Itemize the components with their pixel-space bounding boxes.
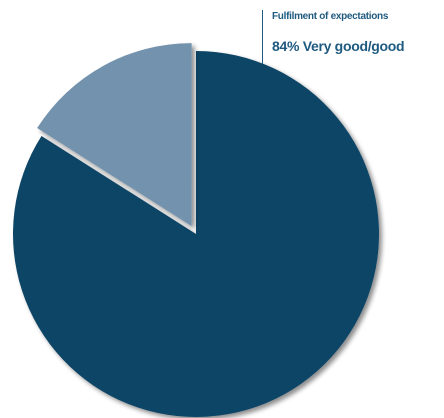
pie-slice-main	[12, 51, 379, 417]
chart-title: Fulfilment of expectations	[272, 11, 389, 22]
pie-slice-exploded	[37, 43, 192, 227]
callout-label: 84% Very good/good	[272, 38, 405, 54]
pie-slices	[12, 43, 379, 417]
callout: Fulfilment of expectations 84% Very good…	[262, 10, 405, 64]
